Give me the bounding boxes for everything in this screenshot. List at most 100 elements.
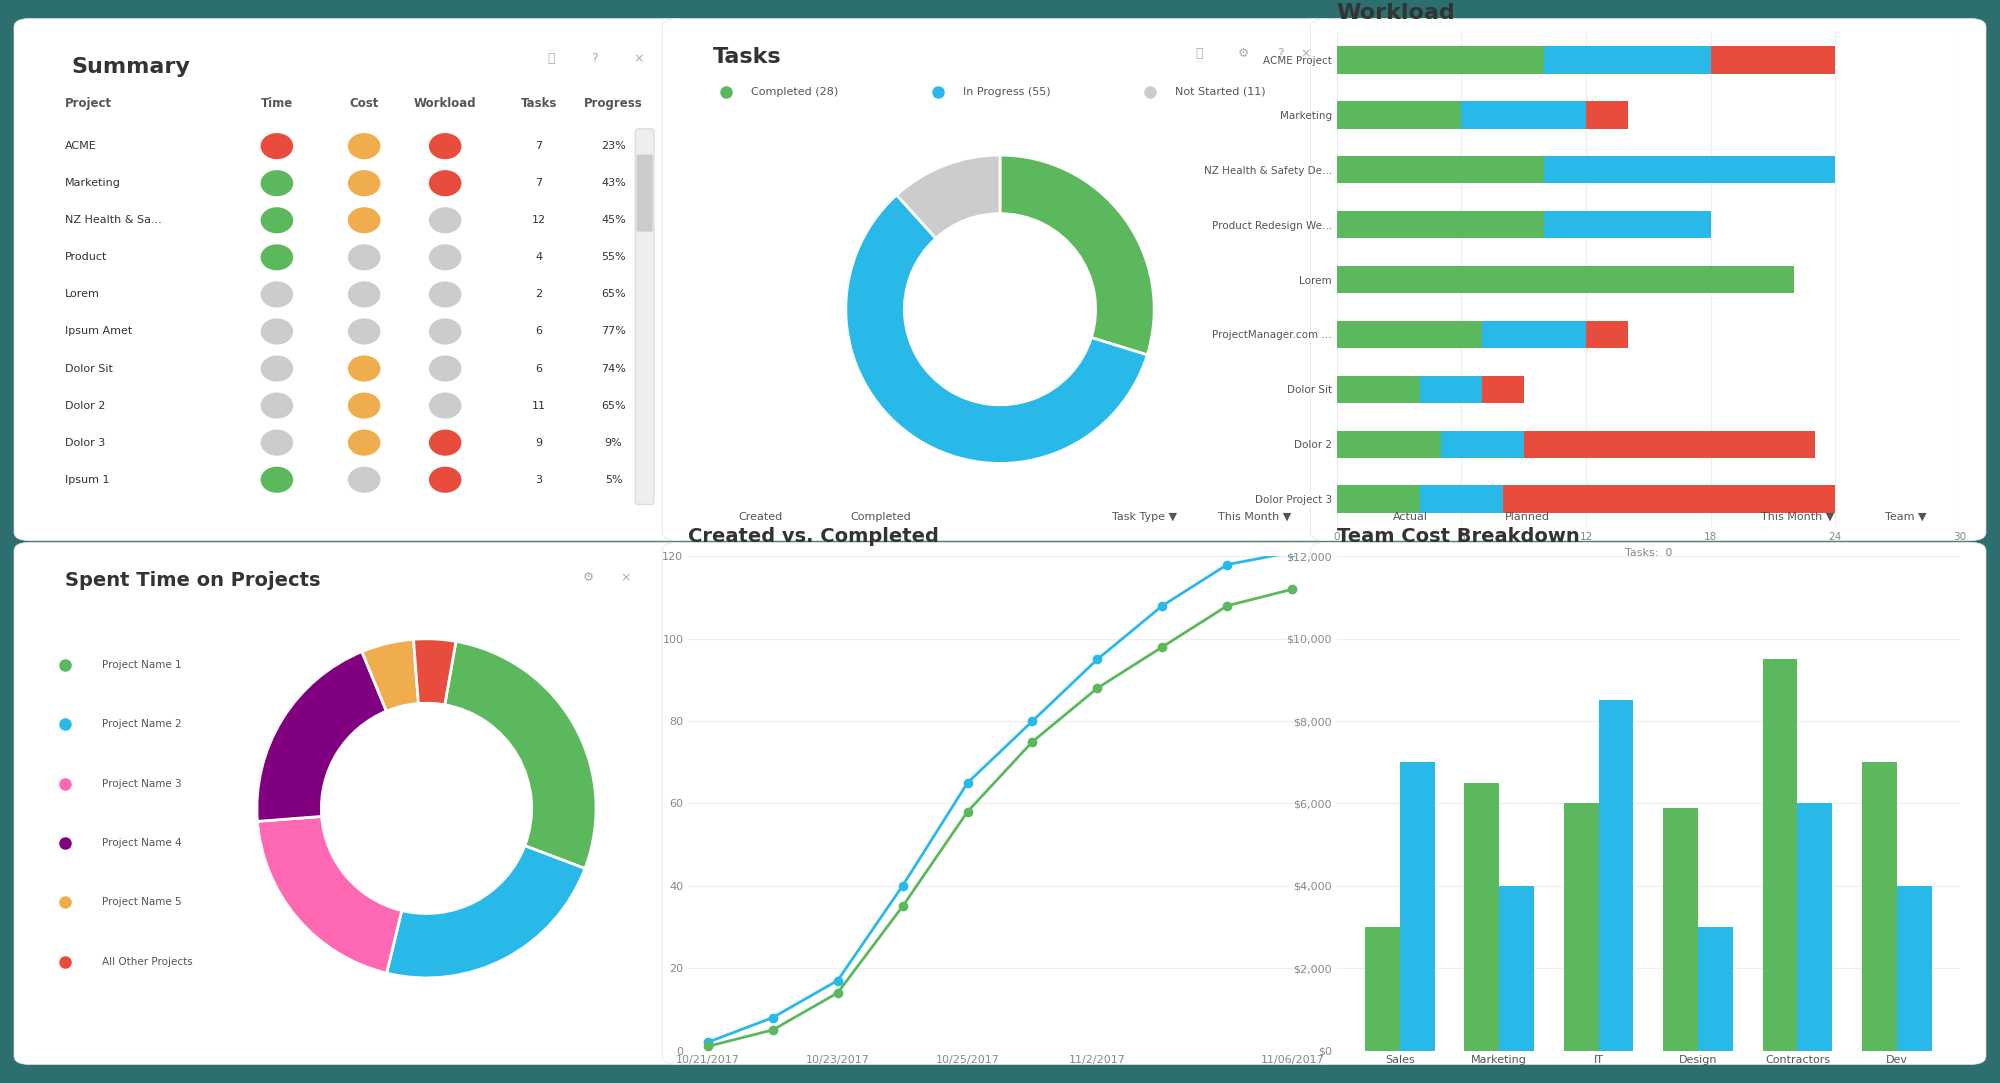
Text: Project: Project <box>64 96 112 109</box>
Text: Tasks: Tasks <box>520 96 556 109</box>
Text: Ipsum 1: Ipsum 1 <box>64 474 110 485</box>
Text: ?: ? <box>1278 48 1284 61</box>
Text: ×: × <box>634 52 644 65</box>
Text: Project Name 1: Project Name 1 <box>102 660 182 670</box>
Text: 77%: 77% <box>602 326 626 337</box>
Circle shape <box>430 393 460 418</box>
Text: 45%: 45% <box>602 216 626 225</box>
Circle shape <box>348 171 380 196</box>
Text: Time: Time <box>260 96 294 109</box>
Text: Project Name 3: Project Name 3 <box>102 779 182 788</box>
Text: Created: Created <box>738 512 782 522</box>
Bar <box>1598 701 1634 1051</box>
Bar <box>1482 376 1524 403</box>
Circle shape <box>262 393 292 418</box>
Circle shape <box>262 468 292 492</box>
Bar <box>1482 321 1586 349</box>
Text: ⌕: ⌕ <box>1196 48 1204 61</box>
Text: 3: 3 <box>536 474 542 485</box>
Text: Completed: Completed <box>850 512 912 522</box>
Bar <box>1544 156 1836 183</box>
Text: 7: 7 <box>536 179 542 188</box>
Bar <box>1336 485 1420 513</box>
Bar <box>1462 101 1586 129</box>
Text: ⚙: ⚙ <box>582 571 594 584</box>
Circle shape <box>430 282 460 306</box>
Bar <box>1336 101 1462 129</box>
Bar <box>1336 156 1544 183</box>
Bar <box>1464 783 1500 1051</box>
Text: Product: Product <box>64 252 108 262</box>
Bar <box>1896 886 1932 1051</box>
Text: Lorem: Lorem <box>64 289 100 299</box>
Text: 9: 9 <box>536 438 542 447</box>
Bar <box>1698 927 1732 1051</box>
Text: Completed (28): Completed (28) <box>750 87 838 96</box>
Text: 12: 12 <box>532 216 546 225</box>
Text: ×: × <box>620 571 632 584</box>
Text: 9%: 9% <box>604 438 622 447</box>
Text: Created vs. Completed: Created vs. Completed <box>688 527 940 547</box>
Text: ×: × <box>1300 48 1310 61</box>
Circle shape <box>430 430 460 455</box>
Circle shape <box>262 245 292 270</box>
Circle shape <box>430 245 460 270</box>
Text: 11: 11 <box>532 401 546 410</box>
Circle shape <box>430 134 460 158</box>
Text: Project Name 4: Project Name 4 <box>102 838 182 848</box>
Text: 43%: 43% <box>602 179 626 188</box>
Circle shape <box>348 430 380 455</box>
Circle shape <box>348 208 380 233</box>
Bar <box>1586 321 1628 349</box>
Circle shape <box>348 245 380 270</box>
Text: Workload: Workload <box>414 96 476 109</box>
Bar <box>1762 660 1798 1051</box>
Text: Team ▼: Team ▼ <box>1886 512 1926 522</box>
Text: 55%: 55% <box>602 252 626 262</box>
Circle shape <box>348 356 380 381</box>
Bar <box>1336 265 1794 293</box>
Bar <box>1544 47 1710 74</box>
Text: Cost: Cost <box>350 96 378 109</box>
Text: Progress: Progress <box>584 96 642 109</box>
Circle shape <box>262 319 292 343</box>
Circle shape <box>262 134 292 158</box>
FancyBboxPatch shape <box>636 155 652 232</box>
Bar <box>1336 376 1420 403</box>
Circle shape <box>262 356 292 381</box>
Circle shape <box>348 282 380 306</box>
Bar <box>1524 431 1814 458</box>
Text: Tasks: Tasks <box>714 48 782 67</box>
Bar <box>1544 211 1710 238</box>
Text: This Month ▼: This Month ▼ <box>1218 512 1292 522</box>
Bar <box>1502 485 1836 513</box>
Text: ACME: ACME <box>64 141 96 152</box>
Bar <box>1440 431 1524 458</box>
Circle shape <box>348 134 380 158</box>
Circle shape <box>348 393 380 418</box>
Circle shape <box>430 171 460 196</box>
Text: 7: 7 <box>536 141 542 152</box>
Bar <box>1336 321 1482 349</box>
Text: Ipsum Amet: Ipsum Amet <box>64 326 132 337</box>
Bar <box>1710 47 1836 74</box>
Text: In Progress (55): In Progress (55) <box>962 87 1050 96</box>
Text: All Other Projects: All Other Projects <box>102 956 194 966</box>
Circle shape <box>262 282 292 306</box>
Text: ?: ? <box>592 52 598 65</box>
Text: Team Cost Breakdown: Team Cost Breakdown <box>1336 527 1580 547</box>
Text: Task Type ▼: Task Type ▼ <box>1112 512 1178 522</box>
Text: Project Name 5: Project Name 5 <box>102 897 182 908</box>
Bar <box>1564 804 1598 1051</box>
Text: Dolor Sit: Dolor Sit <box>64 364 112 374</box>
Text: ⚙: ⚙ <box>1238 48 1248 61</box>
Text: 65%: 65% <box>602 289 626 299</box>
Circle shape <box>430 319 460 343</box>
Text: Summary: Summary <box>72 57 190 77</box>
Text: Workload: Workload <box>1336 2 1456 23</box>
Bar <box>1862 762 1896 1051</box>
Circle shape <box>348 319 380 343</box>
Text: Spent Time on Projects: Spent Time on Projects <box>64 571 320 590</box>
Text: Not Started (11): Not Started (11) <box>1174 87 1266 96</box>
Text: 65%: 65% <box>602 401 626 410</box>
